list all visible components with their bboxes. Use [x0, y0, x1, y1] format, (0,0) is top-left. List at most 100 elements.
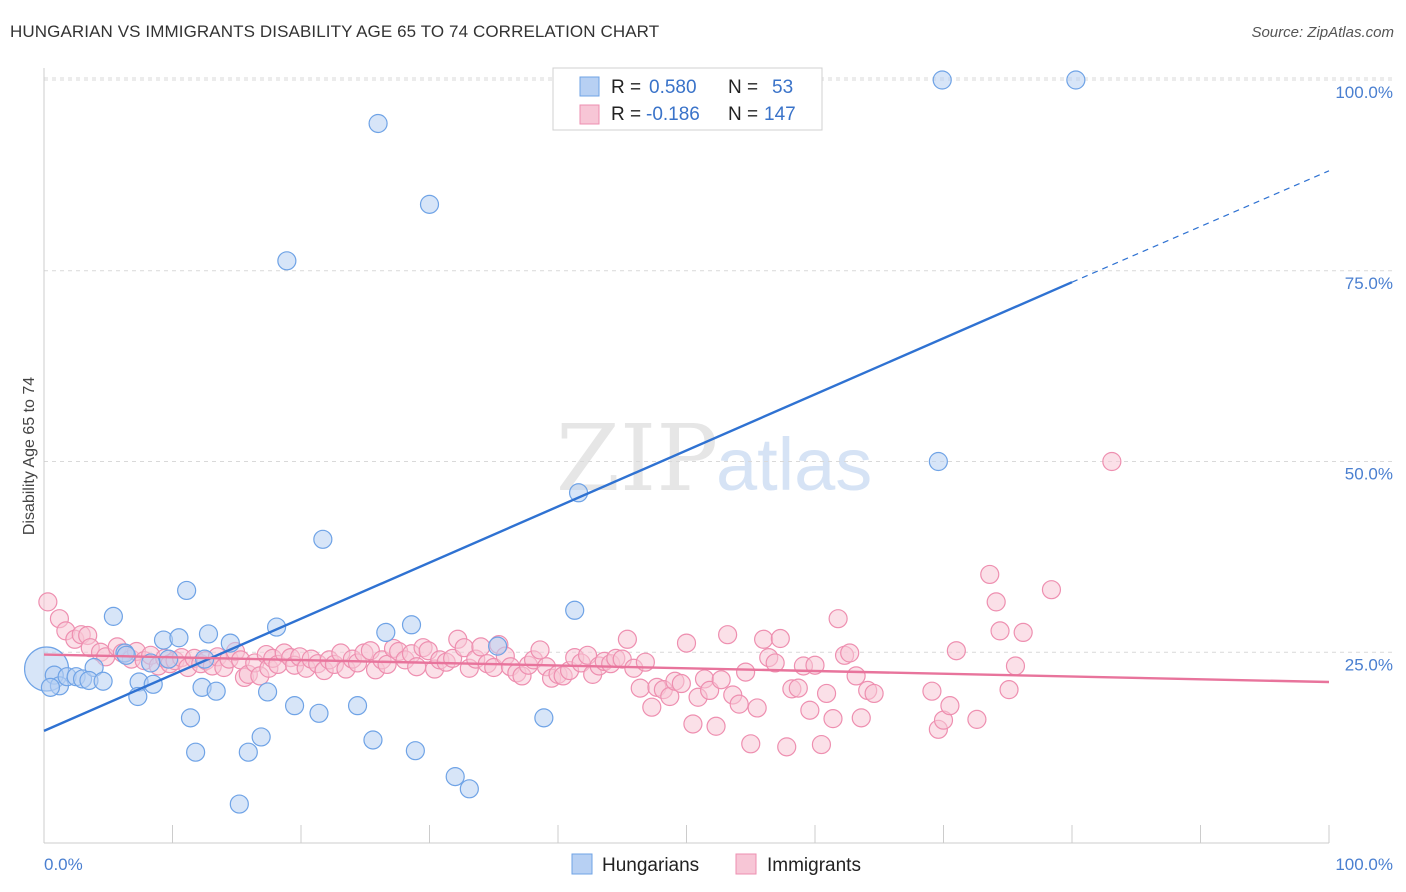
hungarians-point-37	[368, 113, 388, 134]
immigrants-point-116	[729, 694, 749, 714]
immigrants-point-114	[718, 625, 738, 645]
legend-n-value-1: 53	[772, 77, 793, 98]
legend-r-label-2: R =	[611, 104, 641, 125]
immigrants-point-97	[617, 629, 637, 649]
hungarians-point-32	[284, 696, 305, 716]
hungarians-point-46	[565, 600, 585, 620]
immigrants-point-122	[765, 653, 785, 673]
hungarians-point-34	[313, 529, 333, 549]
hungarians-point-19	[177, 580, 197, 601]
immigrants-point-126	[788, 678, 808, 698]
immigrants-point-123	[770, 628, 790, 649]
hungarians-point-39	[401, 615, 422, 635]
immigrants-point-82	[530, 640, 550, 660]
hungarians-point-20	[180, 708, 201, 728]
immigrants-point-145	[967, 709, 987, 729]
hungarians-point-27	[238, 742, 258, 762]
hungarians-point-42	[445, 767, 465, 787]
immigrants-point-150	[1005, 656, 1026, 676]
bottom-legend-swatch-immigrants	[735, 853, 757, 875]
bottom-legend-immigrants: Immigrants	[767, 855, 861, 876]
legend-r-value-2: -0.186	[646, 104, 700, 125]
immigrants-point-108	[683, 714, 703, 734]
immigrants-point-118	[741, 734, 761, 754]
hungarians-point-40	[405, 741, 425, 761]
immigrants-point-151	[1013, 622, 1033, 643]
hungarians-point-24	[206, 681, 226, 701]
immigrants-point-113	[711, 670, 731, 690]
hungarians-point-49	[932, 70, 952, 90]
hungarians-point-26	[229, 794, 249, 814]
y-tick-label-2: 75.0%	[1345, 274, 1393, 293]
hungarians-trend-line	[43, 281, 1073, 732]
hungarians-point-35	[347, 696, 368, 716]
immigrants-point-120	[753, 629, 774, 649]
stats-legend: R = 0.580 N = 53 R = -0.186 N = 147	[552, 67, 823, 131]
gridlines	[44, 77, 1395, 653]
immigrants-point-61	[407, 657, 427, 677]
y-axis-label: Disability Age 65 to 74	[21, 377, 38, 535]
hungarians-point-23	[198, 624, 219, 644]
immigrants-point-143	[940, 696, 960, 716]
y-tick-label-1: 50.0%	[1345, 465, 1393, 484]
x-tick-label-0: 0.0%	[44, 855, 83, 874]
source-label: Source: ZipAtlas.com	[1251, 24, 1394, 41]
immigrants-point-146	[980, 564, 1000, 585]
trend-lines	[43, 170, 1330, 732]
watermark: ZIP atlas	[556, 405, 872, 512]
hungarians-points	[23, 70, 1086, 814]
immigrants-point-112	[706, 716, 726, 736]
legend-r-value-1: 0.580	[649, 77, 697, 98]
hungarians-point-31	[277, 251, 297, 271]
y-tick-label-0: 25.0%	[1345, 655, 1393, 674]
immigrants-point-130	[811, 734, 832, 755]
hungarians-point-14	[141, 653, 161, 673]
immigrants-point-148	[990, 621, 1010, 641]
hungarians-point-43	[459, 779, 479, 799]
hungarians-trend-extension	[1071, 170, 1330, 283]
immigrants-point-117	[736, 662, 756, 682]
immigrants-point-152	[1041, 580, 1062, 600]
hungarians-point-45	[534, 708, 554, 728]
hungarians-point-36	[363, 730, 383, 750]
immigrants-point-128	[800, 700, 820, 720]
immigrants-point-140	[922, 681, 942, 701]
legend-swatch-hungarians	[579, 76, 600, 97]
immigrants-point-149	[999, 680, 1019, 700]
x-tick-label-1: 100.0%	[1335, 855, 1393, 874]
immigrants-point-133	[828, 609, 848, 629]
hungarians-point-44	[488, 636, 508, 656]
immigrants-point-72	[471, 637, 491, 657]
immigrants-point-144	[946, 641, 966, 661]
immigrants-point-147	[986, 592, 1006, 612]
axes	[43, 68, 1330, 844]
legend-r-label-1: R =	[611, 77, 641, 98]
legend-n-label-1: N =	[728, 77, 758, 98]
hungarians-point-48	[928, 451, 948, 472]
hungarians-point-21	[186, 742, 206, 762]
immigrants-point-124	[777, 737, 797, 757]
immigrants-point-119	[747, 698, 767, 718]
immigrants-point-101	[642, 697, 662, 717]
immigrants-point-106	[671, 673, 691, 694]
immigrants-point-132	[823, 709, 843, 729]
y-tick-labels: 25.0% 50.0% 75.0% 100.0%	[1335, 83, 1393, 674]
hungarians-point-33	[309, 703, 329, 723]
hungarians-point-8	[93, 671, 113, 691]
bottom-legend-swatch-hungarians	[571, 853, 593, 875]
hungarians-point-18	[169, 628, 189, 648]
immigrants-point-153	[1102, 451, 1122, 472]
immigrants-trend-line	[43, 653, 1330, 684]
legend-swatch-immigrants	[579, 104, 600, 125]
immigrants-point-139	[864, 683, 884, 704]
immigrants-point-135	[840, 643, 860, 663]
hungarians-point-29	[257, 682, 278, 702]
watermark-atlas: atlas	[716, 423, 872, 506]
immigrants-point-129	[805, 655, 825, 675]
x-tick-labels: 0.0% 100.0%	[44, 855, 1393, 874]
chart-title: HUNGARIAN VS IMMIGRANTS DISABILITY AGE 6…	[10, 22, 660, 41]
immigrants-point-99	[630, 678, 650, 698]
legend-n-value-2: 147	[764, 104, 796, 125]
hungarians-point-41	[419, 194, 440, 214]
